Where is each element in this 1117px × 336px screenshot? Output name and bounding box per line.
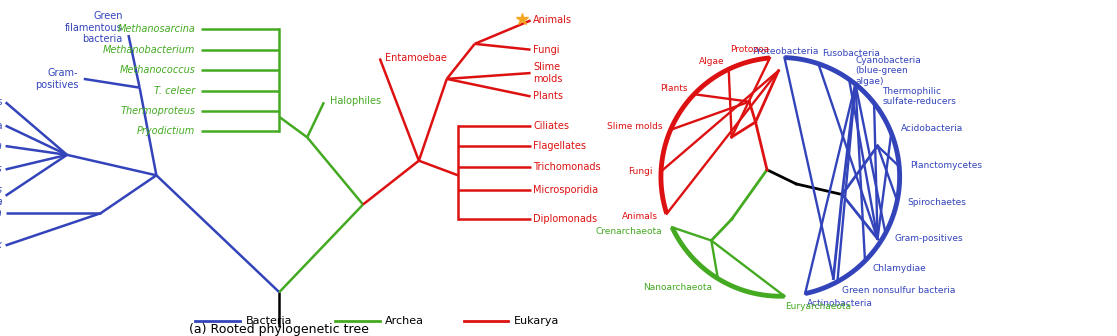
Text: Eukarya: Eukarya [514,317,560,326]
Text: Proteobacteria: Proteobacteria [0,121,3,131]
Text: Bacteria: Bacteria [246,317,293,326]
Text: Thermophilic
sulfate-reducers: Thermophilic sulfate-reducers [882,87,956,106]
Text: Crenarchaeota: Crenarchaeota [595,227,662,236]
Text: Methanosarcina: Methanosarcina [117,24,195,34]
Text: Archea: Archea [385,317,424,326]
Text: Spirochetes: Spirochetes [0,97,3,107]
Text: Fusobacteria: Fusobacteria [822,49,879,58]
Text: Entamoebae: Entamoebae [385,53,447,64]
Text: Fungi: Fungi [628,167,652,175]
Text: Slime molds: Slime molds [607,122,662,131]
Text: Green nonsulfur bacteria: Green nonsulfur bacteria [842,287,956,295]
Text: Chlamydiae: Chlamydiae [872,264,926,273]
Text: Bacteroides
cytophaga: Bacteroides cytophaga [0,185,3,207]
Text: Microsporidia: Microsporidia [534,185,599,195]
Text: Planctomyces: Planctomyces [0,164,3,174]
Text: Thermoproteus: Thermoproteus [121,106,195,116]
Text: Diplomonads: Diplomonads [534,214,598,224]
Text: Algae: Algae [699,57,725,66]
Text: Aquifex: Aquifex [0,241,3,250]
Text: Thermotoga: Thermotoga [0,208,3,218]
Text: Cyanobacteria: Cyanobacteria [0,141,3,151]
Text: Proteobacteria: Proteobacteria [752,47,818,56]
Text: Euryarchaeota: Euryarchaeota [785,302,851,311]
Text: Halophiles: Halophiles [330,96,381,106]
Text: Actinobacteria: Actinobacteria [808,299,873,308]
Text: Animals: Animals [534,15,572,26]
Text: Plants: Plants [534,91,563,101]
Text: Methanococcus: Methanococcus [120,65,195,75]
Text: Acidobacteria: Acidobacteria [901,125,963,133]
Text: Gram-
positives: Gram- positives [35,68,78,90]
Text: Methanobacterium: Methanobacterium [103,45,195,55]
Text: Plants: Plants [660,84,688,93]
Text: Flagellates: Flagellates [534,141,586,151]
Text: Planctomycetes: Planctomycetes [909,161,982,170]
Text: Protozoa: Protozoa [731,45,770,54]
Text: Nanoarchaeota: Nanoarchaeota [643,283,713,292]
Text: Spirochaetes: Spirochaetes [908,199,966,207]
Text: Cyanobacteria
(blue-green
algae): Cyanobacteria (blue-green algae) [856,56,920,86]
Text: Pryodictium: Pryodictium [137,126,195,136]
Text: Trichomonads: Trichomonads [534,162,601,172]
Text: (a) Rooted phylogenetic tree: (a) Rooted phylogenetic tree [189,323,370,336]
Text: Fungi: Fungi [534,45,560,55]
Text: Slime
molds: Slime molds [534,62,563,84]
Text: Gram-positives: Gram-positives [895,234,964,243]
Text: T. celeer: T. celeer [154,86,195,95]
Text: Animals: Animals [622,212,658,221]
Text: Green
filamentous
bacteria: Green filamentous bacteria [65,11,123,44]
Text: Ciliates: Ciliates [534,121,570,131]
